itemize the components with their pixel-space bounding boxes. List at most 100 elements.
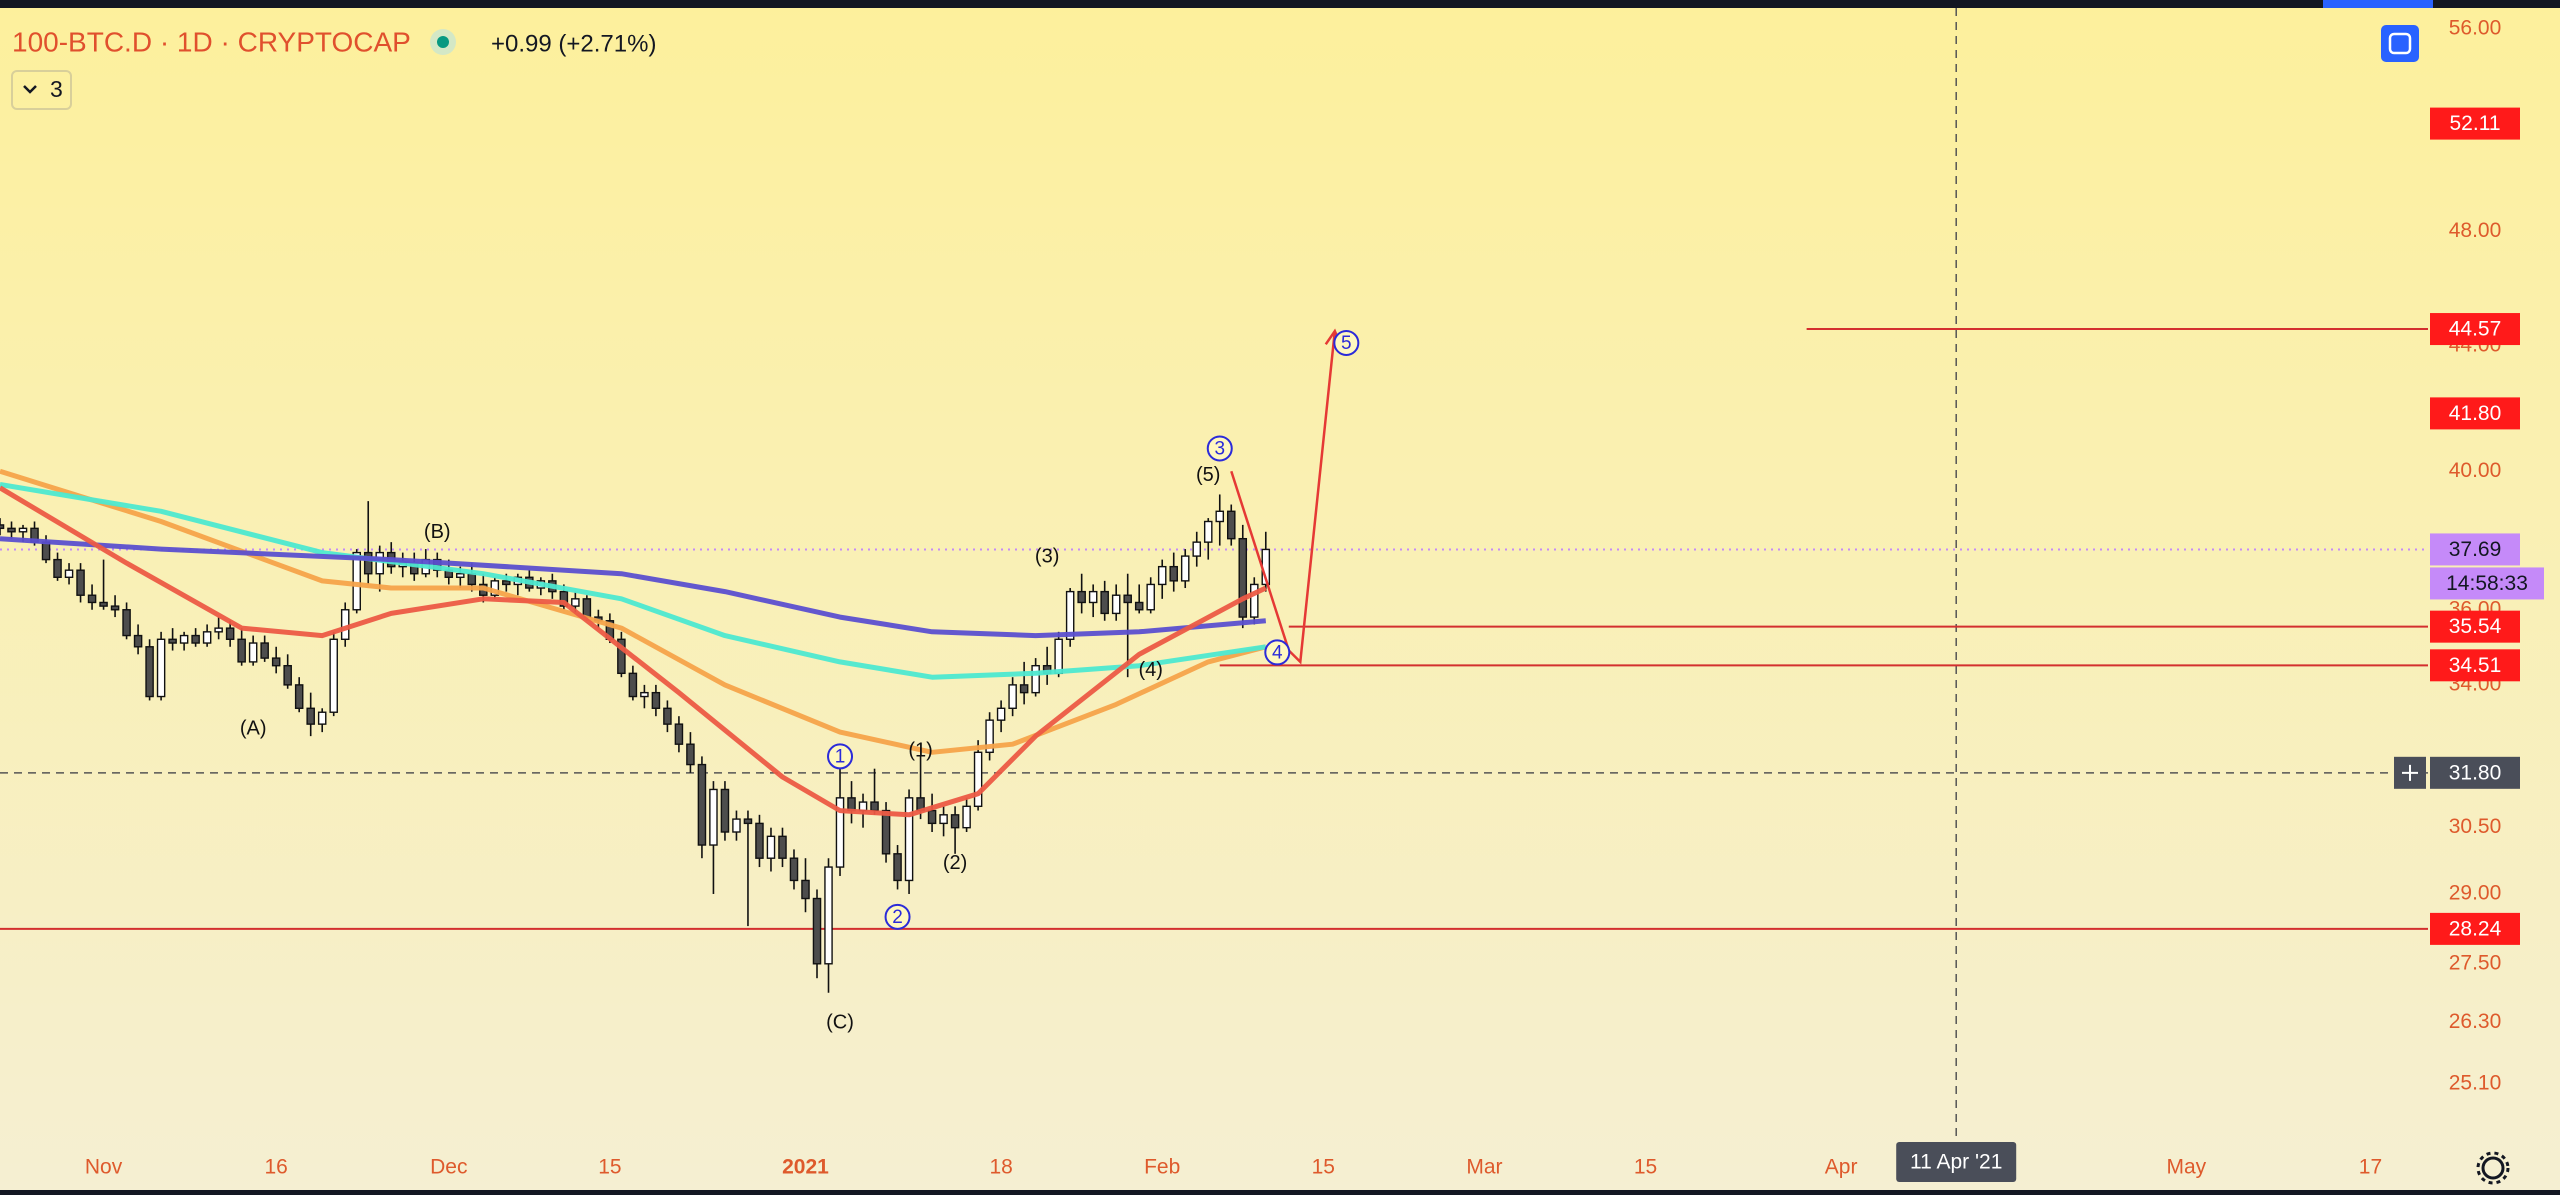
top-highlight (2323, 0, 2433, 8)
candle-body (260, 642, 269, 659)
candle-body (340, 609, 350, 640)
y-tick-label: 56.00 (2449, 17, 2502, 40)
candle-body (927, 809, 937, 825)
candle-body (1238, 537, 1248, 618)
candle-body (133, 634, 143, 648)
level-label: 28.24 (2449, 917, 2502, 940)
wave-label: (3) (1035, 545, 1059, 567)
last-price-label: 37.69 (2449, 538, 2502, 561)
candle-body (651, 691, 661, 709)
x-tick-label: 16 (264, 1156, 287, 1179)
candle-body (582, 598, 592, 618)
moving-average-line (0, 485, 1267, 818)
y-tick-label: 40.00 (2449, 459, 2502, 482)
crosshair-price-label: 31.80 (2449, 761, 2502, 784)
candle-body (697, 763, 707, 846)
wave-label: (4) (1138, 659, 1162, 681)
x-tick-label: Dec (430, 1156, 467, 1179)
level-label-box (2430, 313, 2520, 346)
candle-body (306, 707, 315, 725)
candle-body (18, 527, 28, 533)
x-tick-label: 18 (989, 1156, 1012, 1179)
x-tick-label: 17 (2359, 1156, 2382, 1179)
candle-body (248, 642, 258, 663)
x-tick-label: 15 (1634, 1156, 1657, 1179)
projection-line (1230, 330, 1337, 665)
candle-body (53, 558, 62, 578)
candle-body (294, 684, 304, 709)
candle-body (1250, 583, 1259, 618)
main-layer (0, 468, 1271, 993)
level-label-box (2430, 912, 2520, 945)
candle-body (709, 788, 718, 846)
candle-body (686, 743, 695, 766)
x-tick-label: Apr (1825, 1156, 1858, 1179)
candle-body (1180, 555, 1190, 582)
candle-body (1031, 664, 1040, 694)
candle-body (1169, 565, 1178, 582)
candle-body (939, 814, 948, 825)
wave-label: (1) (908, 740, 932, 762)
candle-body (1077, 590, 1086, 604)
level-label-box (2430, 397, 2520, 430)
crosshair-price-box (2430, 756, 2520, 789)
button-icon (2388, 32, 2412, 55)
candle-body (317, 711, 327, 725)
candle-body (559, 590, 569, 607)
candle-body (1226, 510, 1236, 540)
wave-circle (884, 903, 911, 930)
x-tick-label: 15 (598, 1156, 621, 1179)
level-label: 52.11 (2450, 112, 2501, 135)
indicator-toggle[interactable] (11, 70, 72, 110)
x-tick-label: May (2167, 1156, 2207, 1179)
candle-body (1065, 590, 1075, 640)
candle-body (156, 638, 166, 698)
candle-body (640, 691, 649, 698)
candle-body (1019, 684, 1029, 694)
wave-circle (1206, 435, 1233, 462)
wave-circle (1264, 639, 1291, 666)
candle-body (663, 707, 672, 725)
candle-body (1146, 583, 1155, 611)
candle-body (1134, 601, 1144, 611)
screenshot-button[interactable] (2381, 25, 2419, 62)
x-tick-label: Feb (1144, 1156, 1180, 1179)
gear-teeth (2476, 1151, 2510, 1185)
candle-body (191, 634, 200, 644)
y-tick-label: 29.00 (2449, 882, 2502, 905)
front-layer: (A) (B) (C) (1) (2) (3) (4) (5) 1 2 3 4 5 52.11 44.57 4… (240, 107, 2544, 1182)
candle-body (973, 751, 983, 808)
plus-icon (2402, 764, 2418, 781)
wave-label: (B) (424, 521, 451, 543)
candle-body (1157, 565, 1167, 586)
wave-number: 1 (835, 746, 846, 767)
level-label-box (2430, 610, 2520, 643)
candle-body (824, 866, 833, 965)
candle-body (985, 719, 994, 754)
candle-body (996, 707, 1006, 721)
candle-body (743, 818, 753, 825)
candle-body (1203, 520, 1213, 543)
y-tick-label: 27.50 (2449, 951, 2502, 974)
symbol-title[interactable]: 100-BTC.D · 1D · CRYPTOCAP (12, 26, 411, 57)
level-label: 34.51 (2449, 654, 2502, 677)
settings-button[interactable] (2476, 1151, 2510, 1185)
candle-body (467, 573, 477, 586)
level-label: 35.54 (2449, 615, 2502, 638)
level-label: 41.80 (2449, 402, 2502, 425)
indicator-count: 3 (50, 76, 63, 102)
x-tick-label: Nov (85, 1156, 123, 1179)
candle-body (778, 835, 787, 859)
candle-body (202, 631, 212, 644)
candle-body (179, 634, 189, 644)
candle-body (628, 672, 638, 698)
candle-body (1088, 590, 1098, 604)
candle-body (122, 609, 131, 637)
candle-body (732, 818, 741, 833)
candle-body (145, 646, 154, 698)
countdown-label: 14:58:33 (2446, 572, 2528, 595)
candle-body (858, 801, 868, 812)
y-tick-label: 26.30 (2449, 1010, 2502, 1033)
